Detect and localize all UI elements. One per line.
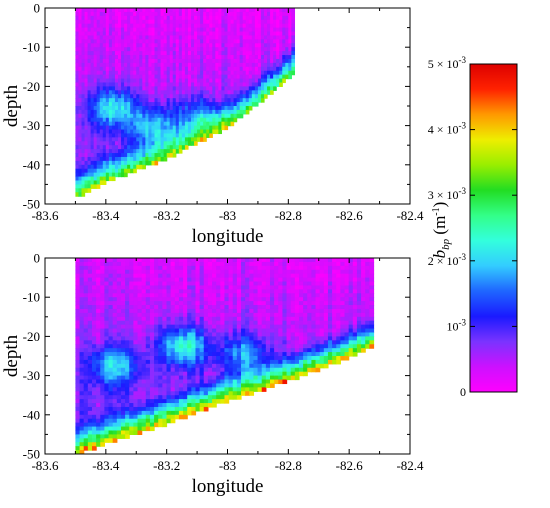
colorbar: 0 10-3 2 × 10-3 3 × 10-3 4 × 10-3 5 × 10-3 bbp… [428, 55, 518, 399]
x-tick-label: -82.8 [275, 208, 302, 223]
y-tick-label: -20 [23, 329, 40, 344]
x-tick-label: -83.6 [31, 458, 59, 473]
colorbar-tick-label: 0 [460, 385, 466, 399]
panel-top: -83.6 -83.4 -83.2 -83 -82.8 -82.6 -82.4 0 -10 -20… [1, 1, 424, 248]
colorbar-tick-label: 2 × 10-3 [428, 252, 467, 268]
x-tick-label: -83.2 [153, 458, 180, 473]
y-tick-label: 0 [34, 1, 41, 16]
y-tick-label: -40 [23, 157, 40, 172]
y-tick-label: -50 [23, 447, 40, 462]
x-tick-label: -82.4 [396, 208, 424, 223]
y-axis-label: depth [1, 334, 22, 377]
x-tick-label: -83 [219, 208, 236, 223]
y-axis-label: depth [1, 84, 22, 127]
heatmap-bottom [75, 258, 375, 454]
y-tick-label: -50 [23, 197, 40, 212]
colorbar-tick-label: 4 × 10-3 [428, 121, 467, 137]
x-axis-label: longitude [192, 476, 264, 497]
x-tick-label: -82.8 [275, 458, 302, 473]
x-axis-label: longitude [192, 226, 264, 247]
x-tick-label: -83.6 [31, 208, 59, 223]
colorbar-tick-label: 5 × 10-3 [428, 55, 467, 71]
y-tick-label: -40 [23, 407, 40, 422]
x-tick-label: -83.4 [92, 208, 120, 223]
x-tick-label: -83.4 [92, 458, 120, 473]
y-tick-label: -30 [23, 368, 40, 383]
y-tick-label: -10 [23, 40, 40, 55]
heatmap-top [75, 8, 296, 197]
y-tick-label: -30 [23, 118, 40, 133]
x-tick-label: -82.6 [336, 458, 364, 473]
colorbar-tick-label: 10-3 [447, 317, 467, 333]
x-tick-label: -83 [219, 458, 236, 473]
y-tick-label: -20 [23, 79, 40, 94]
colorbar-gradient [469, 63, 518, 393]
x-tick-label: -82.6 [336, 208, 364, 223]
x-tick-label: -82.4 [396, 458, 424, 473]
colorbar-tick-label: 3 × 10-3 [428, 186, 467, 202]
y-tick-label: 0 [34, 251, 41, 266]
y-tick-label: -10 [23, 290, 40, 305]
colorbar-label: bbp (m-1) [430, 202, 452, 259]
panel-bottom: -83.6 -83.4 -83.2 -83 -82.8 -82.6 -82.4 0 -10 -20… [1, 251, 424, 498]
x-tick-label: -83.2 [153, 208, 180, 223]
